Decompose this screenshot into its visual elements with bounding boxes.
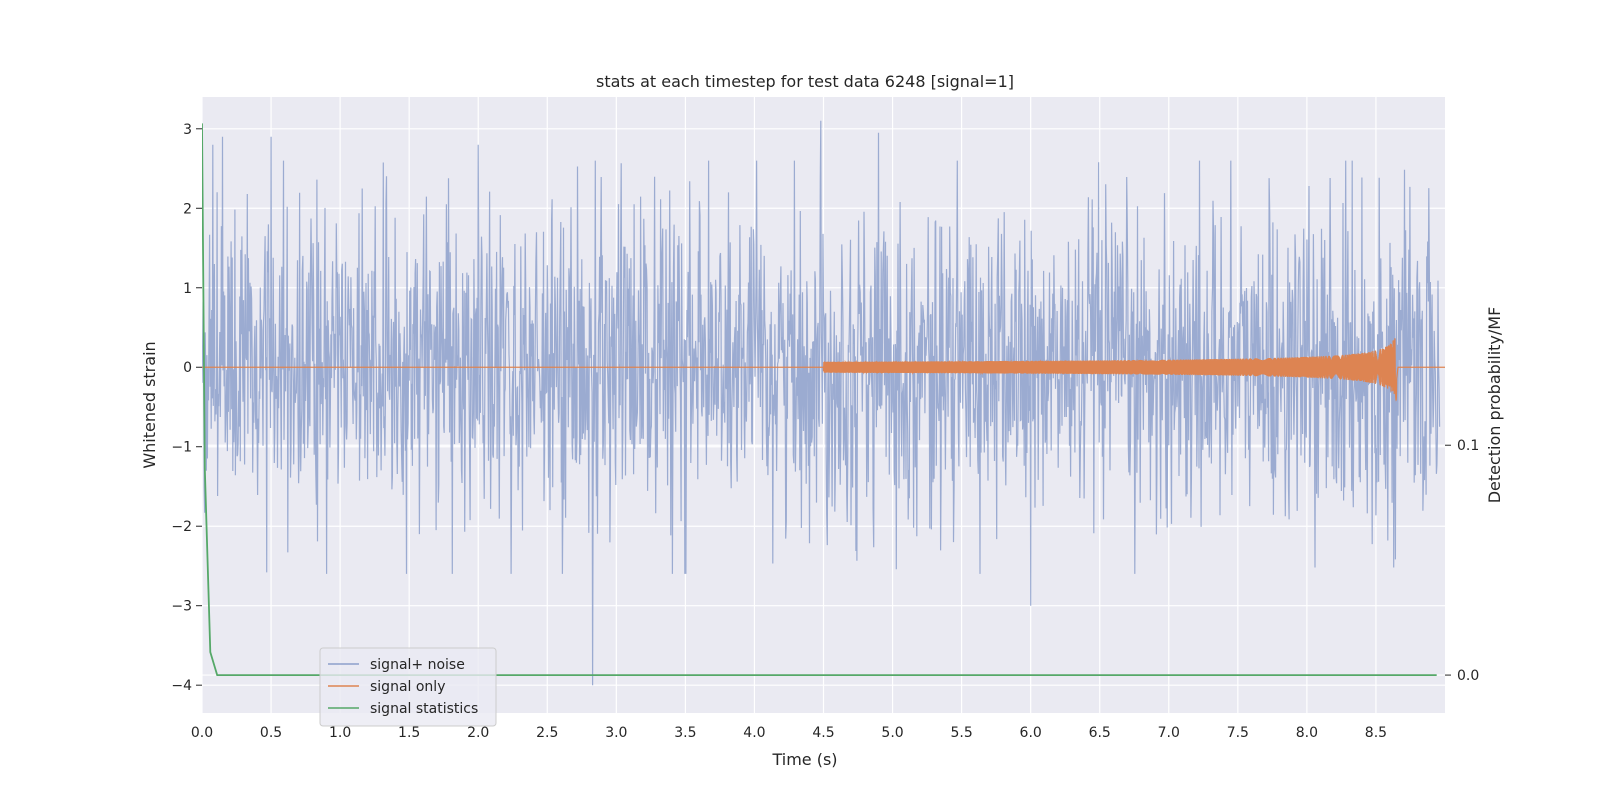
y-tick-label: 0 — [183, 360, 192, 376]
x-tick-label: 7.0 — [1158, 725, 1180, 741]
x-tick-label: 8.0 — [1296, 725, 1318, 741]
legend: signal+ noise signal only signal statist… — [319, 647, 497, 727]
x-tick-label: 6.0 — [1020, 725, 1042, 741]
x-tick-label: 2.0 — [467, 725, 489, 741]
y2-tick-label: 0.1 — [1457, 438, 1479, 454]
y-tick-label: −4 — [171, 678, 192, 694]
x-tick-label: 0.0 — [191, 725, 213, 741]
y-tick-label: −3 — [171, 599, 192, 615]
y2-tick-label: 0.0 — [1457, 668, 1479, 684]
series-signal-statistics — [202, 123, 1437, 676]
x-tick-label: 1.0 — [329, 725, 351, 741]
x-tick-label: 6.5 — [1089, 725, 1111, 741]
x-tick-label: 5.5 — [950, 725, 972, 741]
y-tick-label: −1 — [171, 440, 192, 456]
x-tick-label: 2.5 — [536, 725, 558, 741]
legend-label-signal: signal only — [370, 679, 445, 695]
x-axis-ticks: 0.0 0.5 1.0 1.5 2.0 2.5 3.0 3.5 4.0 4.5 5.0 5.5 6.0 6… — [191, 725, 1387, 741]
x-tick-label: 8.5 — [1365, 725, 1387, 741]
y-axis-label: Whitened strain — [140, 341, 159, 468]
x-tick-label: 3.0 — [605, 725, 627, 741]
chart-title: stats at each timestep for test data 624… — [596, 72, 1014, 91]
y-tick-label: 3 — [183, 122, 192, 138]
x-tick-label: 4.5 — [812, 725, 834, 741]
legend-label-stats: signal statistics — [370, 701, 478, 717]
series-signal-only — [202, 338, 1445, 402]
legend-label-noise: signal+ noise — [370, 657, 465, 673]
y-axis-ticks: 3 2 1 0 −1 −2 −3 −4 — [171, 122, 202, 694]
y-tick-label: −2 — [171, 519, 192, 535]
x-tick-label: 0.5 — [260, 725, 282, 741]
x-tick-label: 7.5 — [1227, 725, 1249, 741]
y-tick-label: 2 — [183, 201, 192, 217]
x-tick-label: 3.5 — [674, 725, 696, 741]
y2-axis-ticks: 0.1 0.0 — [1445, 438, 1479, 684]
x-axis-label: Time (s) — [771, 750, 837, 769]
y-tick-label: 1 — [183, 281, 192, 297]
x-tick-label: 5.0 — [881, 725, 903, 741]
x-tick-label: 4.0 — [743, 725, 765, 741]
x-tick-label: 1.5 — [398, 725, 420, 741]
legend-box — [319, 647, 497, 727]
y2-axis-label: Detection probability/MF — [1485, 307, 1504, 504]
plot-series-group — [202, 120, 1445, 686]
